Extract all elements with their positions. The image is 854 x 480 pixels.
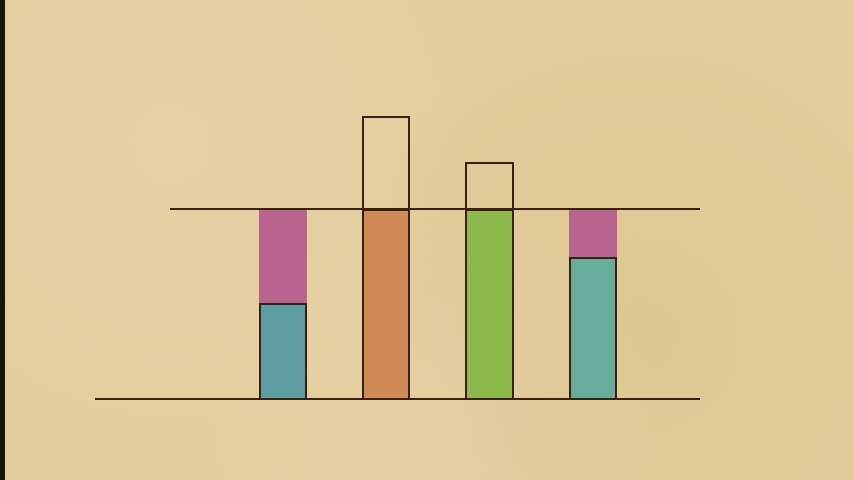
bar-2-orange-segment [362, 209, 410, 400]
threshold-line [170, 208, 700, 210]
bar-4-teal-segment [569, 257, 617, 400]
left-frame-edge [0, 0, 5, 480]
bar-4-pink-segment [569, 210, 617, 260]
bar-1-teal-segment [259, 303, 307, 400]
bar-2-empty-segment [362, 116, 410, 211]
bar-3-empty-segment [465, 162, 514, 211]
bar-1-pink-segment [259, 210, 307, 306]
bar-3-green-segment [465, 209, 514, 400]
